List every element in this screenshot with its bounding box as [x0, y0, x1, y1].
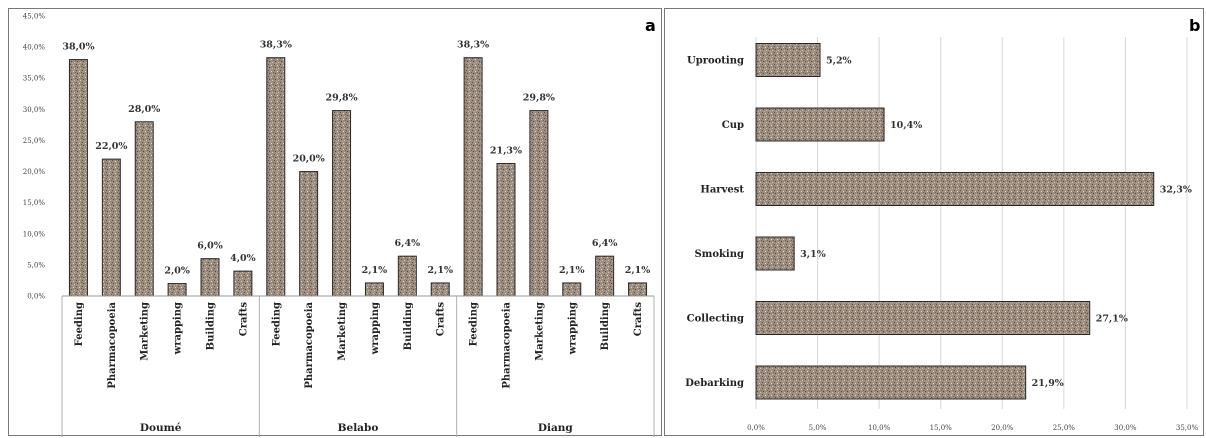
category-label: Crafts [633, 302, 644, 337]
data-label: 21,3% [490, 145, 522, 156]
group-label-belabo: Belabo [338, 422, 379, 434]
category-label: Pharmacopoeia [502, 301, 513, 388]
chart-a-svg: a 0,0% 5,0% 10,0% 15,0% 20,0% 25,0% 30,0% 35,0%… [23, 13, 656, 437]
y-tick-label: 35,0% [23, 75, 46, 83]
category-label: Collecting [687, 314, 744, 325]
data-label: 2,0% [164, 266, 190, 277]
category-label: Pharmacopoeia [304, 301, 315, 388]
group-label-doumé: Doumé [140, 422, 182, 434]
bar-diang-marketing [529, 110, 549, 297]
bar-collecting [755, 301, 1091, 335]
bar-debarking [755, 365, 1027, 400]
x-tick-label: 10,0% [868, 424, 891, 432]
bar-smoking [755, 236, 795, 271]
data-label: 10,4% [890, 120, 922, 131]
panel-a-letter: a [645, 16, 656, 35]
category-label: Feeding [271, 302, 282, 346]
data-label: 6,0% [197, 241, 223, 252]
y-tick-label: 5,0% [27, 261, 45, 269]
category-label: Building [600, 302, 611, 350]
category-label: wrapping [173, 302, 184, 355]
bar-belabo-building [397, 255, 417, 297]
category-label: Feeding [74, 302, 85, 346]
x-tick-label: 20,0% [991, 424, 1014, 432]
data-label: 38,3% [260, 40, 292, 51]
data-label: 6,4% [592, 238, 618, 249]
category-label: Crafts [436, 302, 447, 337]
x-tick-label: 0,0% [747, 424, 765, 432]
category-label: Building [403, 302, 414, 350]
category-label: Marketing [337, 302, 348, 361]
data-label: 21,9% [1032, 378, 1064, 389]
data-label: 22,0% [95, 141, 127, 152]
category-label: Debarking [685, 378, 744, 389]
chart-panel-b: b 0,0% 5,0% 10,0% 15,0% 20,0% 25,0% 30,0% 35,0%… [664, 8, 1204, 436]
category-label: Marketing [140, 302, 151, 361]
category-label: Harvest [700, 185, 744, 196]
bar-diang-pharmacopoeia [496, 162, 516, 297]
bar-diang-building [595, 255, 615, 297]
y-tick-label: 30,0% [23, 106, 46, 114]
category-label: wrapping [370, 302, 381, 355]
category-label: Pharmacopoeia [107, 301, 118, 388]
category-label: wrapping [567, 302, 578, 355]
bar-belabo-pharmacopoeia [299, 171, 319, 297]
chart-b-svg: b 0,0% 5,0% 10,0% 15,0% 20,0% 25,0% 30,0% 35,0%… [685, 16, 1200, 432]
chart-panel-a: a 0,0% 5,0% 10,0% 15,0% 20,0% 25,0% 30,0% 35,0%… [8, 8, 662, 437]
data-label: 4,0% [230, 253, 256, 264]
data-label: 38,0% [62, 42, 94, 53]
x-tick-label: 25,0% [1053, 424, 1076, 432]
y-tick-label: 40,0% [23, 44, 46, 52]
category-label: Building [206, 302, 217, 350]
bar-doumé-feeding [68, 59, 88, 297]
category-label: Marketing [534, 302, 545, 361]
bar-doumé-crafts [233, 270, 253, 297]
group-label-diang: Diang [538, 422, 574, 434]
bar-belabo-marketing [332, 110, 352, 297]
data-label: 2,1% [625, 265, 651, 276]
data-label: 28,0% [128, 104, 160, 115]
data-label: 6,4% [395, 238, 421, 249]
data-label: 3,1% [800, 249, 826, 260]
bar-belabo-crafts [430, 282, 450, 297]
data-label: 38,3% [457, 40, 489, 51]
category-label: Uprooting [687, 56, 744, 67]
data-label: 5,2% [826, 56, 852, 67]
x-tick-label: 5,0% [809, 424, 827, 432]
bar-belabo-feeding [266, 57, 286, 297]
category-label: Crafts [238, 302, 249, 337]
data-label: 29,8% [325, 93, 357, 104]
bar-doumé-building [200, 258, 220, 297]
bar-harvest [755, 172, 1155, 206]
x-tick-label: 35,0% [1176, 424, 1199, 432]
data-label: 27,1% [1096, 314, 1128, 325]
data-label: 2,1% [559, 265, 585, 276]
y-tick-label: 10,0% [23, 230, 46, 238]
data-label: 2,1% [427, 265, 453, 276]
bar-diang-feeding [463, 57, 483, 297]
y-tick-label: 45,0% [23, 13, 46, 21]
x-tick-label: 30,0% [1114, 424, 1137, 432]
bar-doumé-wrapping [167, 283, 187, 297]
y-tick-label: 20,0% [23, 168, 46, 176]
x-tick-label: 15,0% [930, 424, 953, 432]
data-label: 32,3% [1160, 185, 1192, 196]
panel-b-letter: b [1189, 16, 1200, 35]
y-tick-label: 25,0% [23, 137, 46, 145]
data-label: 2,1% [362, 265, 388, 276]
category-label: Cup [722, 120, 744, 131]
bar-diang-wrapping [562, 282, 582, 297]
category-label: Feeding [469, 302, 480, 346]
bar-diang-crafts [628, 282, 648, 297]
bar-cup [755, 107, 885, 142]
data-label: 29,8% [523, 93, 555, 104]
bar-belabo-wrapping [364, 282, 384, 297]
y-tick-label: 0,0% [27, 293, 45, 301]
data-label: 20,0% [293, 154, 325, 165]
bar-doumé-marketing [134, 121, 154, 297]
bar-doumé-pharmacopoeia [101, 158, 121, 297]
bar-uprooting [755, 43, 821, 77]
category-label: Smoking [695, 249, 744, 260]
y-tick-label: 15,0% [23, 199, 46, 207]
